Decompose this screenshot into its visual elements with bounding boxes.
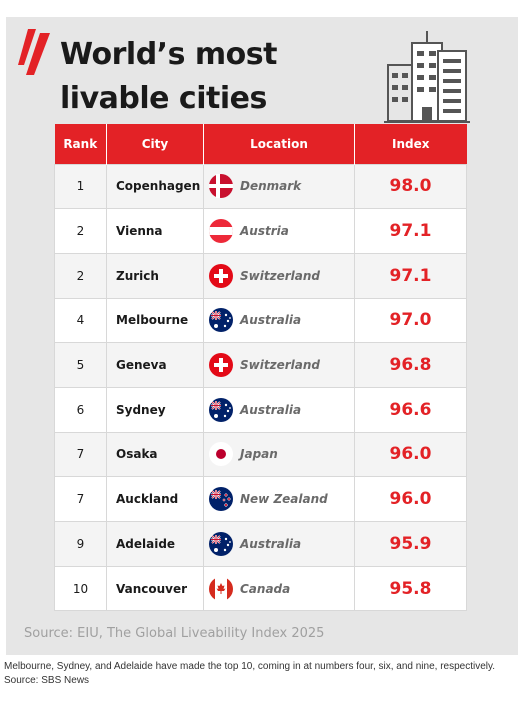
switzerland-flag-icon: [209, 353, 233, 378]
country-label: Japan: [240, 447, 278, 462]
country-label: Denmark: [240, 179, 302, 194]
country-label: Switzerland: [240, 268, 320, 283]
location-cell: Australia: [203, 521, 355, 567]
rank-cell: 6: [54, 386, 107, 433]
index-value: 95.8: [354, 565, 467, 612]
table-row: 10 Vancouver Canada 95.8: [54, 565, 467, 612]
table-header-row: Rank City Location Index: [54, 124, 467, 164]
title-line-2: livable cities: [60, 81, 267, 116]
index-value: 98.0: [354, 163, 467, 210]
city-cell: Zurich: [106, 252, 204, 299]
location-cell: Australia: [203, 297, 355, 344]
table-row: 1 Copenhagen Denmark 98.0: [54, 163, 467, 210]
location-wrap: Austria: [208, 218, 354, 244]
location-cell: Switzerland: [203, 252, 355, 299]
index-value: 96.6: [354, 386, 467, 433]
location-wrap: Denmark: [208, 173, 354, 199]
location-cell: Canada: [203, 565, 355, 612]
australia-flag-icon: [209, 308, 233, 333]
table-row: 9 Adelaide Australia 95.9: [54, 521, 467, 567]
rank-cell: 10: [54, 565, 107, 612]
page-title: World’s most livable cities: [60, 33, 360, 121]
caption-source: Source: SBS News: [4, 675, 90, 686]
australia-flag-icon: [209, 397, 233, 422]
header-rank: Rank: [54, 124, 107, 164]
city-cell: Copenhagen: [106, 163, 204, 210]
country-label: New Zealand: [240, 492, 328, 507]
location-wrap: Australia: [208, 531, 354, 557]
rank-cell: 5: [54, 342, 107, 388]
city-cell: Sydney: [106, 386, 204, 433]
chart-source: Source: EIU, The Global Liveability Inde…: [24, 626, 325, 641]
table-row: 2 Zurich Switzerland 97.1: [54, 252, 467, 299]
title-line-1: World’s most: [60, 37, 277, 72]
table-row: 5 Geneva Switzerland 96.8: [54, 342, 467, 388]
country-label: Australia: [240, 536, 302, 551]
rank-cell: 9: [54, 521, 107, 567]
table-row: 7 Osaka Japan 96.0: [54, 431, 467, 478]
city-cell: Melbourne: [106, 297, 204, 344]
index-value: 96.0: [354, 431, 467, 478]
new-zealand-flag-icon: [209, 487, 233, 512]
city-cell: Geneva: [106, 342, 204, 388]
location-cell: Austria: [203, 208, 355, 254]
location-wrap: Switzerland: [208, 352, 354, 378]
location-wrap: New Zealand: [208, 486, 354, 512]
rank-cell: 2: [54, 208, 107, 254]
location-cell: New Zealand: [203, 476, 355, 522]
location-cell: Japan: [203, 431, 355, 478]
header-location: Location: [203, 124, 355, 164]
location-wrap: Japan: [208, 441, 354, 467]
index-value: 95.9: [354, 521, 467, 567]
livable-cities-table: Rank City Location Index 1 Copenhagen Denm…: [54, 124, 467, 612]
australia-flag-icon: [209, 531, 233, 556]
image-caption: Melbourne, Sydney, and Adelaide have mad…: [4, 661, 496, 672]
rank-cell: 7: [54, 431, 107, 478]
city-cell: Vienna: [106, 208, 204, 254]
index-value: 96.8: [354, 342, 467, 388]
table-row: 2 Vienna Austria 97.1: [54, 208, 467, 254]
location-wrap: Australia: [208, 397, 354, 423]
table-row: 6 Sydney Australia 96.6: [54, 386, 467, 433]
rank-cell: 2: [54, 252, 107, 299]
city-cell: Vancouver: [106, 565, 204, 612]
city-cell: Auckland: [106, 476, 204, 522]
table-row: 7 Auckland New Zealand 96.0: [54, 476, 467, 522]
sbs-logo-icon: [18, 29, 50, 75]
table-body: 1 Copenhagen Denmark 98.0 2 Vienna Austria 97.1…: [54, 163, 467, 612]
header-city: City: [106, 124, 204, 164]
header-index: Index: [354, 124, 467, 164]
city-cell: Adelaide: [106, 521, 204, 567]
location-cell: Australia: [203, 386, 355, 433]
index-value: 97.1: [354, 208, 467, 254]
country-label: Austria: [240, 224, 289, 239]
location-cell: Switzerland: [203, 342, 355, 388]
location-cell: Denmark: [203, 163, 355, 210]
country-label: Australia: [240, 313, 302, 328]
rank-cell: 4: [54, 297, 107, 344]
index-value: 97.1: [354, 252, 467, 299]
location-wrap: Switzerland: [208, 263, 354, 289]
rank-cell: 7: [54, 476, 107, 522]
country-label: Switzerland: [240, 358, 320, 373]
japan-flag-icon: [209, 442, 233, 467]
city-buildings-icon: [384, 31, 470, 123]
country-label: Australia: [240, 402, 302, 417]
index-value: 97.0: [354, 297, 467, 344]
country-label: Canada: [240, 581, 291, 596]
location-wrap: Canada: [208, 576, 354, 602]
table-row: 4 Melbourne Australia 97.0: [54, 297, 467, 344]
denmark-flag-icon: [209, 174, 233, 199]
location-wrap: Australia: [208, 307, 354, 333]
city-cell: Osaka: [106, 431, 204, 478]
canada-flag-icon: [209, 576, 233, 601]
switzerland-flag-icon: [209, 263, 233, 288]
rank-cell: 1: [54, 163, 107, 210]
index-value: 96.0: [354, 476, 467, 522]
austria-flag-icon: [209, 219, 233, 244]
